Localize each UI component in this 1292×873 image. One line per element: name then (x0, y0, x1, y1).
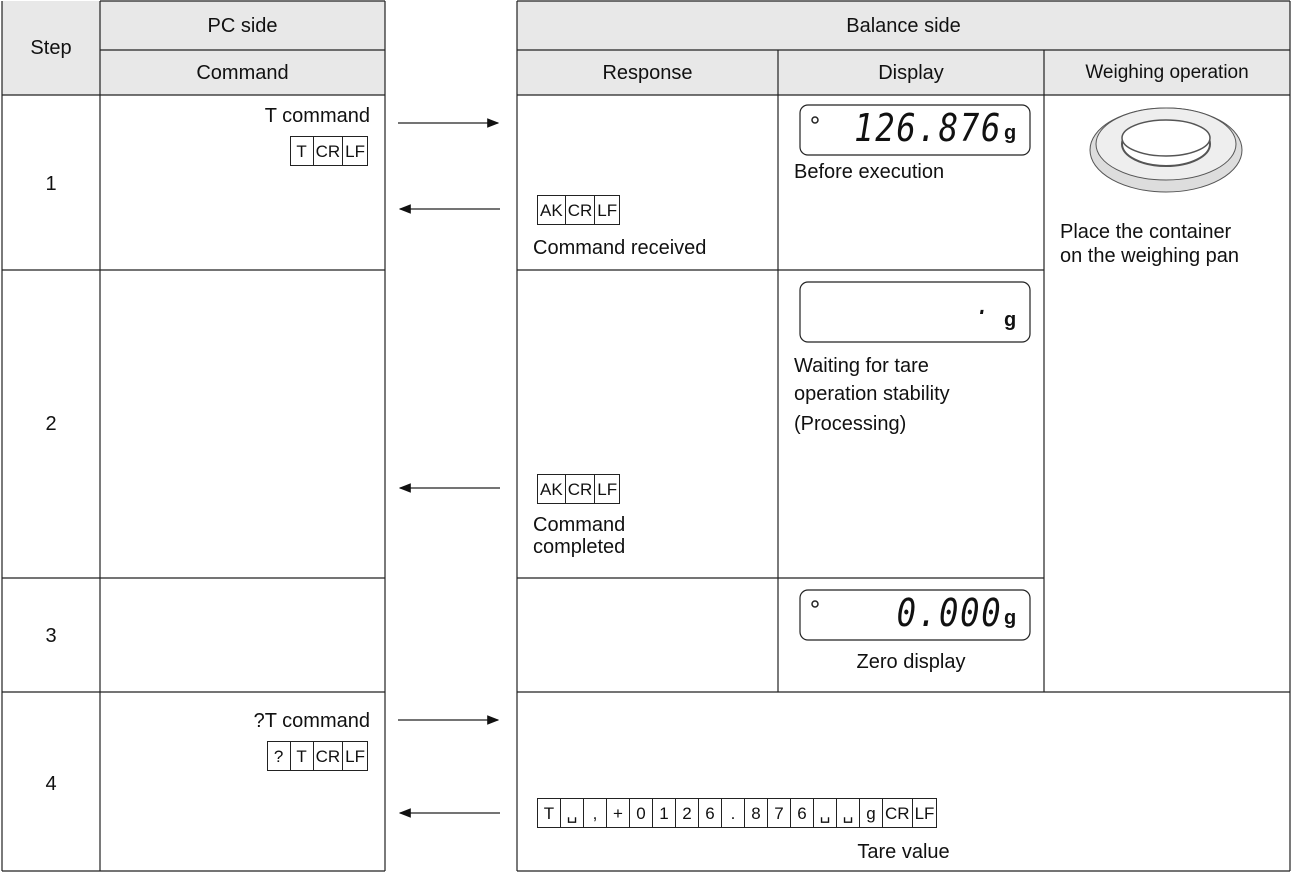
code-cell: 1 (652, 798, 676, 828)
code-cell: 0 (629, 798, 653, 828)
display-caption: Zero display (856, 651, 966, 673)
display-unit: g (1004, 607, 1017, 629)
weighing-operation: Place the container on the weighing pan (1060, 221, 1240, 267)
header-balance-side: Balance side (846, 15, 961, 37)
code-cell: LF (342, 741, 368, 771)
code-cell: + (606, 798, 630, 828)
code-cell: CR (564, 195, 596, 225)
code-cell: CR (312, 136, 344, 166)
code-cell: ␣ (560, 798, 584, 828)
code-cell: AK (537, 474, 566, 504)
right-table-lines (516, 0, 1291, 872)
code-cell: CR (882, 798, 913, 828)
display-reading: 0.000 (896, 591, 1002, 635)
header-weighing-operation: Weighing operation (1085, 62, 1249, 83)
code-cell: ␣ (836, 798, 860, 828)
display-unit: g (1004, 122, 1017, 144)
step: 2 (45, 413, 57, 435)
step: 3 (45, 625, 57, 647)
command: T command (264, 105, 370, 127)
header-step: Step (30, 37, 72, 59)
display-caption: Waiting for tare operation stability (794, 355, 950, 405)
code-cell: LF (594, 474, 621, 504)
code-cell: . (721, 798, 745, 828)
code-cell: 6 (790, 798, 814, 828)
code-cell: 6 (698, 798, 722, 828)
response: Tare value (857, 841, 950, 863)
display-frames (799, 104, 1031, 641)
header-response: Response (602, 62, 693, 84)
response: Command completed (533, 514, 626, 558)
header-command: Command (196, 62, 289, 84)
code-cell: CR (312, 741, 344, 771)
left-table-lines (1, 0, 386, 872)
display-caption: Before execution (794, 161, 945, 183)
response: Command received (533, 237, 707, 259)
code-cell: 2 (675, 798, 699, 828)
weighing-pan-icon (1089, 107, 1243, 193)
display-reading: . (975, 288, 992, 321)
code-cell: 8 (744, 798, 768, 828)
code-cell: ? (266, 741, 291, 771)
header-pc-side: PC side (207, 15, 278, 37)
display-caption: (Processing) (794, 413, 907, 435)
command-code: ? T CR LF (266, 741, 368, 773)
code-cell: 7 (767, 798, 791, 828)
code-cell: LF (342, 136, 368, 166)
code-cell: T (289, 136, 314, 166)
code-cell: g (859, 798, 883, 828)
code-cell: T (289, 741, 314, 771)
command: ?T command (253, 710, 370, 732)
response-code: T ␣, +0 1 2 6. 8 7 6 ␣ ␣ g CR LF (537, 798, 938, 830)
display-reading: 126.876 (853, 106, 1002, 150)
code-cell: ␣ (813, 798, 837, 828)
code-cell: CR (564, 474, 596, 504)
code-cell: T (537, 798, 561, 828)
code-cell: , (583, 798, 607, 828)
command-code: T CR LF (289, 136, 368, 168)
code-cell: LF (594, 195, 621, 225)
display-unit: g (1004, 309, 1017, 331)
code-cell: LF (911, 798, 938, 828)
response-code: AK CR LF (537, 474, 621, 506)
step: 4 (45, 773, 57, 795)
arrows (398, 118, 500, 818)
header-display: Display (878, 62, 944, 84)
code-cell: AK (537, 195, 566, 225)
response-code: AK CR LF (537, 195, 621, 227)
step: 1 (45, 173, 57, 195)
